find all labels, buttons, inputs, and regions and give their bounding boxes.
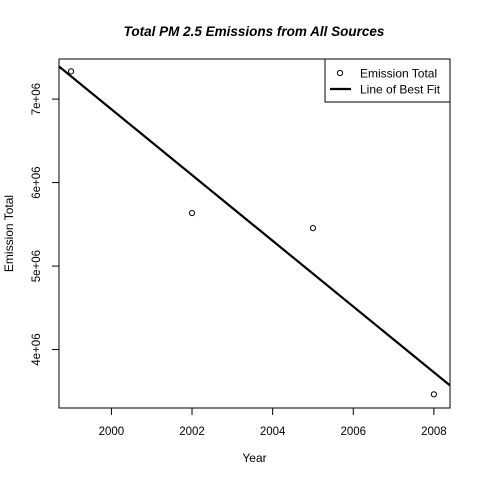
legend-point-key [336, 69, 344, 77]
data-point [430, 391, 437, 398]
plot-frame [58, 58, 451, 409]
data-point [188, 209, 196, 217]
y-tick-label: 4e+06 [31, 333, 43, 365]
data-point [309, 225, 317, 232]
y-axis-label: Emission Total [2, 195, 16, 272]
plot-marks [59, 65, 450, 398]
best-fit-line [59, 65, 450, 387]
y-tick-label: 7e+06 [31, 83, 43, 115]
x-tick-label: 2008 [421, 426, 447, 438]
y-tick-label: 5e+06 [31, 250, 43, 282]
x-tick-label: 2004 [260, 426, 286, 438]
data-point [67, 68, 75, 75]
legend-box [324, 58, 451, 103]
x-tick-label: 2006 [340, 426, 366, 438]
y-tick-label: 6e+06 [31, 166, 43, 198]
chart-title: Total PM 2.5 Emissions from All Sources [124, 24, 385, 39]
legend: Emission Total Line of Best Fit [324, 58, 451, 103]
axis-ticks: 2000 2002 2004 2006 2008 4e+06 5e+06 6e+06 7e+06 [31, 83, 447, 438]
legend-label-best-fit: Line of Best Fit [360, 83, 441, 97]
x-tick-label: 2002 [179, 426, 205, 438]
x-axis-label: Year [242, 451, 266, 465]
x-tick-label: 2000 [99, 426, 125, 438]
legend-label-emission-total: Emission Total [360, 67, 437, 81]
